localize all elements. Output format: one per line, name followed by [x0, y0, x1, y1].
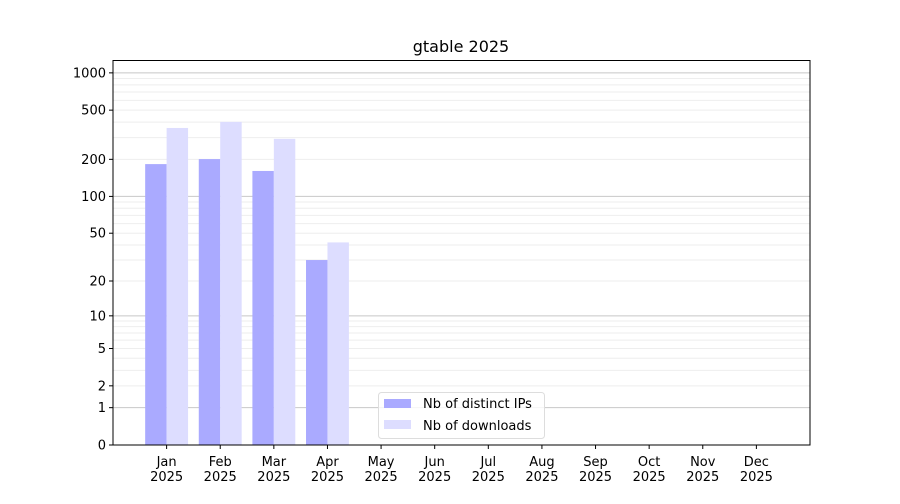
- x-tick-label: Apr: [316, 455, 339, 470]
- y-tick-label: 10: [89, 309, 106, 324]
- y-tick-label: 5: [98, 342, 106, 357]
- bar-ips: [145, 164, 167, 445]
- legend-swatch-downloads: [384, 420, 411, 429]
- plot-frame: [112, 60, 811, 446]
- x-tick-label: Nov: [690, 455, 716, 470]
- x-tick-label: 2025: [472, 470, 505, 485]
- bar-downloads: [327, 242, 349, 445]
- y-tick-label: 50: [89, 227, 106, 242]
- legend-label-ips: Nb of distinct IPs: [423, 397, 532, 412]
- y-tick-label: 20: [89, 275, 106, 290]
- x-tick-label: 2025: [579, 470, 612, 485]
- bar-ips: [252, 170, 274, 445]
- y-tick-label: 0: [98, 439, 106, 454]
- x-tick-label: 2025: [686, 470, 719, 485]
- x-tick-label: 2025: [525, 470, 558, 485]
- x-tick-label: Sep: [583, 455, 608, 470]
- legend-label-downloads: Nb of downloads: [423, 419, 532, 434]
- x-axis: Jan2025Feb2025Mar2025Apr2025May2025Jun20…: [150, 445, 773, 485]
- x-tick-label: Jul: [479, 455, 496, 470]
- y-tick-label: 1: [98, 401, 106, 416]
- x-tick-label: Dec: [744, 455, 769, 470]
- bar-ips: [306, 260, 328, 445]
- x-tick-label: Jun: [424, 455, 445, 470]
- bar-downloads: [220, 121, 242, 446]
- x-tick-label: 2025: [257, 470, 290, 485]
- y-tick-label: 200: [81, 153, 106, 168]
- y-axis: 0 1 2 5 10 20 50 100 200 500 1000: [73, 66, 113, 454]
- x-tick-label: Jan: [156, 455, 177, 470]
- y-tick-label: 100: [81, 190, 106, 205]
- x-tick-label: May: [368, 455, 395, 470]
- x-tick-label: 2025: [204, 470, 237, 485]
- x-tick-label: Aug: [529, 455, 554, 470]
- y-tick-label: 1000: [73, 66, 106, 81]
- x-tick-label: 2025: [150, 470, 183, 485]
- x-tick-label: Mar: [262, 455, 287, 470]
- bars: [145, 121, 349, 446]
- x-tick-label: 2025: [633, 470, 666, 485]
- bar-downloads: [273, 138, 296, 446]
- bar-downloads: [166, 127, 189, 446]
- bar-ips: [198, 159, 221, 445]
- x-tick-label: 2025: [418, 470, 451, 485]
- x-tick-label: 2025: [311, 470, 344, 485]
- y-tick-label: 500: [81, 104, 106, 119]
- legend-swatch-ips: [384, 399, 411, 408]
- legend-box: [378, 392, 545, 439]
- x-tick-label: Feb: [209, 455, 232, 470]
- x-tick-label: 2025: [365, 470, 398, 485]
- legend: Nb of distinct IPs Nb of downloads: [378, 392, 545, 439]
- chart-title: gtable 2025: [413, 37, 509, 56]
- y-tick-label: 2: [98, 379, 106, 394]
- x-tick-label: Oct: [638, 455, 660, 470]
- x-tick-label: 2025: [740, 470, 773, 485]
